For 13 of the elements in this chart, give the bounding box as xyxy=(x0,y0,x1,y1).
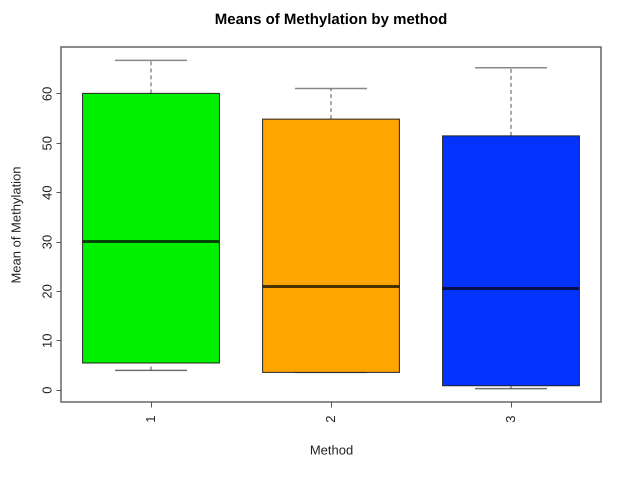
y-axis-title: Mean of Methylation xyxy=(8,166,24,284)
chart-title: Means of Methylation by method xyxy=(214,11,448,28)
x-axis-title: Method xyxy=(310,442,354,458)
y-tick-label: 40 xyxy=(40,185,54,200)
y-tick-label: 0 xyxy=(40,386,54,394)
x-tick-label: 2 xyxy=(323,416,338,423)
y-tick-label: 50 xyxy=(40,136,54,151)
y-tick-label: 10 xyxy=(40,334,54,348)
y-tick-label: 20 xyxy=(40,284,54,299)
x-tick-label: 3 xyxy=(503,416,518,423)
y-tick-label: 60 xyxy=(40,86,54,102)
x-tick-label: 1 xyxy=(143,416,158,423)
y-tick-label: 30 xyxy=(40,234,54,250)
